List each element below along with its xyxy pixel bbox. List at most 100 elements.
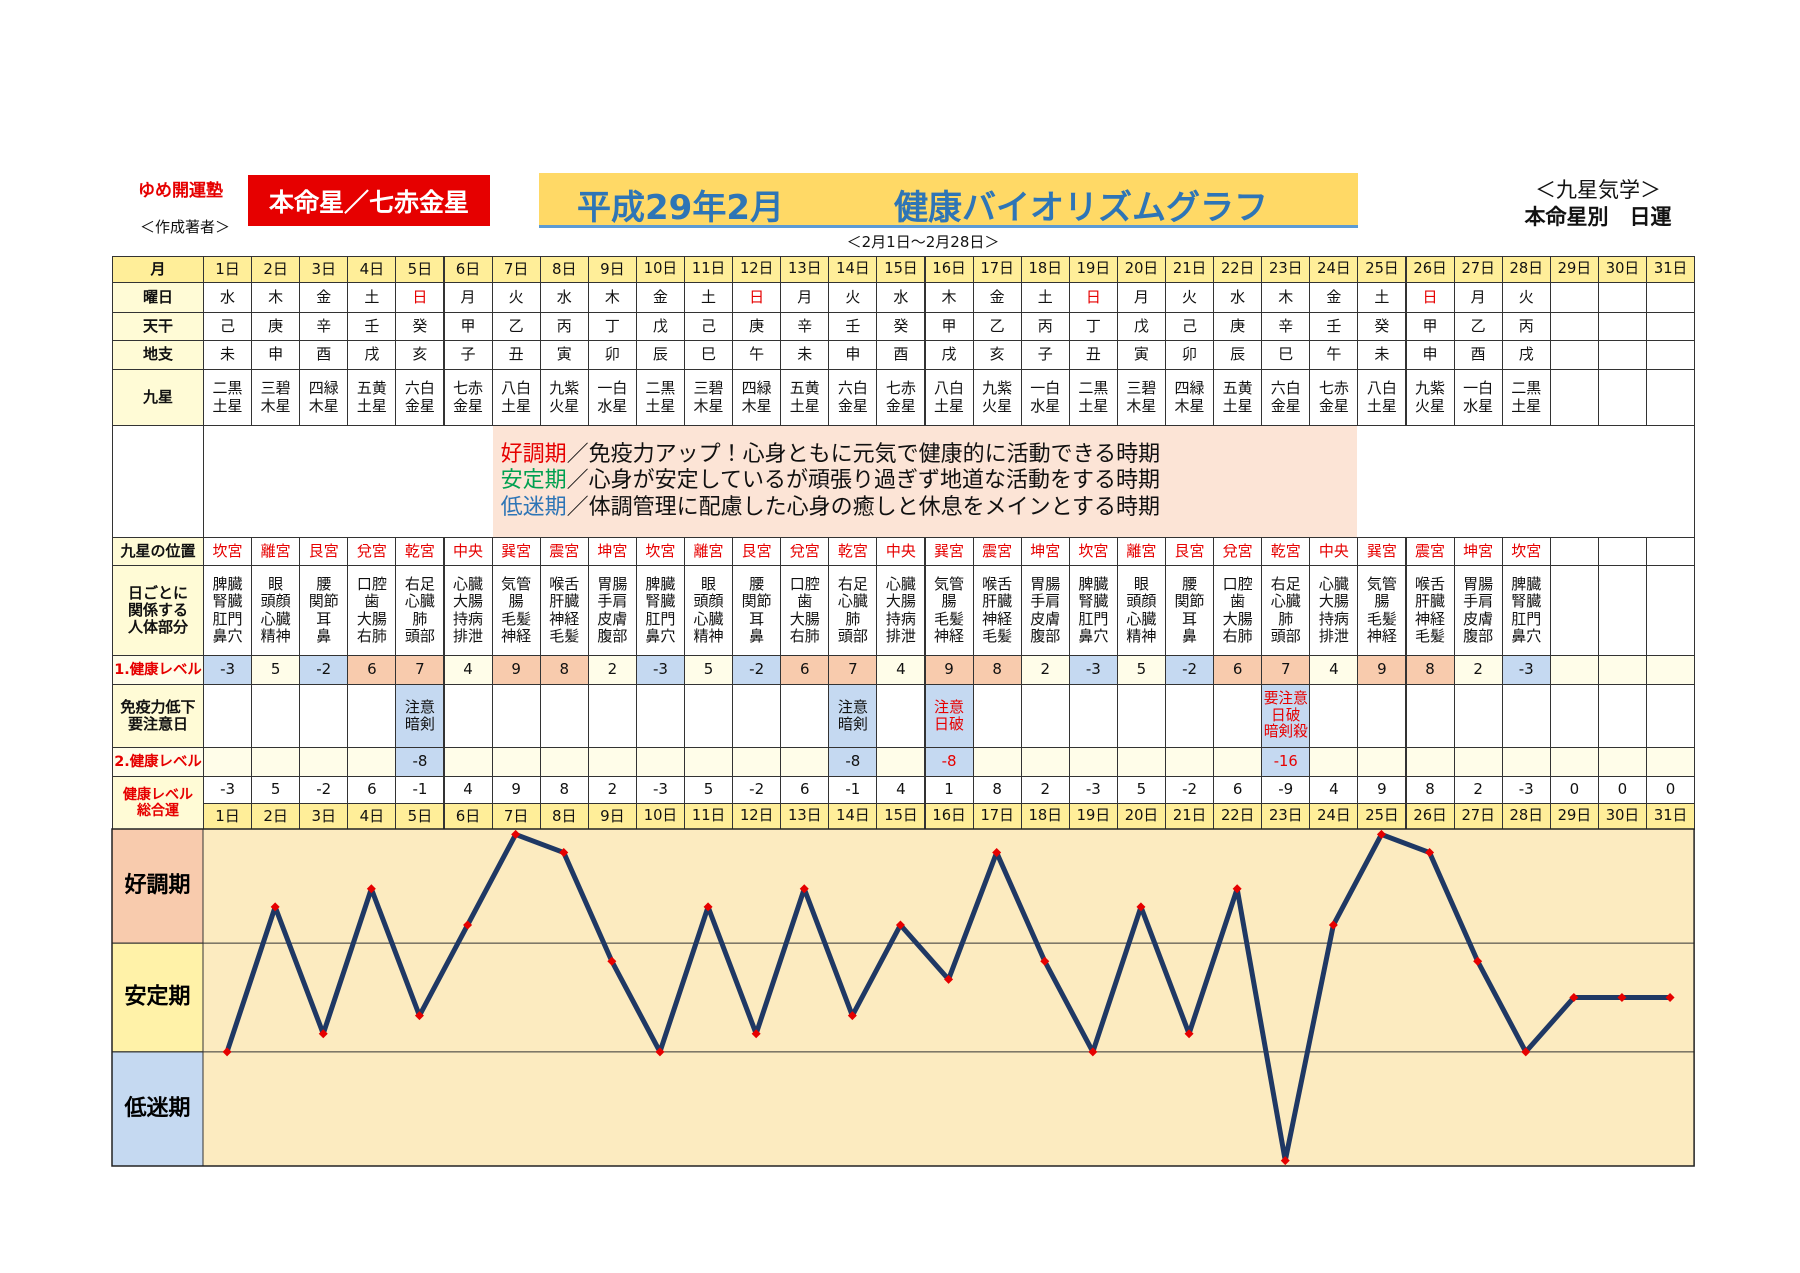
table-cell: 12日: [732, 803, 782, 830]
table-cell: 8日: [539, 803, 589, 830]
table-cell: 脾臓 腎臓 肛門 鼻穴: [1501, 565, 1551, 656]
table-cell: 7日: [491, 803, 541, 830]
title-band: [539, 173, 1358, 228]
table-cell: 14日: [828, 256, 878, 283]
table-cell: [1646, 312, 1696, 341]
table-cell: 口腔 歯 大腸 右肺: [347, 565, 397, 656]
table-cell: 庚: [1213, 312, 1263, 341]
table-cell: 6: [780, 776, 830, 804]
table-cell: 未: [1357, 340, 1407, 370]
table-cell: 3日: [299, 803, 349, 830]
table-cell: [1646, 369, 1696, 426]
table-cell: 金: [635, 282, 685, 313]
table-cell: 酉: [299, 340, 349, 370]
point-marker: [944, 974, 954, 984]
table-cell: 土: [1357, 282, 1407, 313]
table-cell: 喉舌 肝臓 神経 毛髪: [1405, 565, 1455, 656]
table-cell: -3: [1501, 776, 1551, 804]
table-cell: [1501, 684, 1551, 748]
message-line: 好調期／免疫力アップ！心身ともに元気で健康的に活動できる時期: [501, 442, 1358, 468]
table-cell: 1日: [203, 256, 253, 283]
table-cell: [1646, 340, 1696, 370]
table-cell: 気管 腸 毛髪 神経: [1357, 565, 1407, 656]
table-cell: 二黒 土星: [203, 369, 253, 426]
table-cell: 坎宮: [203, 537, 253, 566]
point-marker: [463, 920, 473, 930]
table-cell: 9: [1357, 655, 1407, 685]
table-cell: 4日: [347, 803, 397, 830]
table-cell: [876, 747, 926, 777]
message-text: ／免疫力アップ！心身ともに元気で健康的に活動できる時期: [566, 441, 1161, 467]
table-cell: 0: [1549, 776, 1599, 804]
band-label: 低迷期: [123, 1096, 190, 1121]
table-cell: 気管 腸 毛髪 神経: [491, 565, 541, 656]
message-box: 好調期／免疫力アップ！心身ともに元気で健康的に活動できる時期 安定期／心身が安定し…: [492, 426, 1358, 537]
chart-kind: 本命星別 日運: [1524, 205, 1672, 229]
table-cell: 戊: [635, 312, 685, 341]
table-cell: 木: [587, 282, 637, 313]
point-marker: [1328, 920, 1338, 930]
table-cell: 6: [1213, 776, 1263, 804]
table-cell: 七赤 金星: [443, 369, 493, 426]
band-label-cell: [111, 828, 204, 944]
table-cell: 乙: [1453, 312, 1503, 341]
table-cell: 喉舌 肝臓 神経 毛髪: [539, 565, 589, 656]
table-cell: 22日: [1213, 803, 1263, 830]
table-cell: 15日: [876, 256, 926, 283]
table-cell: 八白 土星: [491, 369, 541, 426]
table-cell: 腰 関節 耳 鼻: [732, 565, 782, 656]
table-cell: 7: [828, 655, 878, 685]
table-cell: 九紫 火星: [972, 369, 1022, 426]
row-label: 九星: [112, 369, 204, 426]
table-cell: 1: [924, 776, 974, 804]
point-marker: [1473, 956, 1483, 966]
table-cell: 金: [972, 282, 1022, 313]
point-marker: [1232, 884, 1242, 894]
point-marker: [1040, 956, 1050, 966]
table-cell: 八白 土星: [1357, 369, 1407, 426]
table-cell: 21日: [1165, 256, 1215, 283]
table-cell: 8: [1405, 776, 1455, 804]
table-cell: [1020, 684, 1070, 748]
table-cell: 胃腸 手肩 皮膚 腹部: [587, 565, 637, 656]
title-month: 平成29年2月: [577, 188, 784, 228]
main-star: 本命星／七赤金星: [248, 175, 490, 226]
table-cell: 二黒 土星: [1068, 369, 1118, 426]
table-cell: 31日: [1646, 256, 1696, 283]
table-cell: 11日: [684, 256, 734, 283]
point-marker: [751, 1029, 761, 1039]
table-cell: 艮宮: [299, 537, 349, 566]
table-cell: 注意 日破: [924, 684, 974, 748]
point-marker: [847, 1011, 857, 1021]
table-cell: 三碧 木星: [684, 369, 734, 426]
row-label: 免疫力低下 要注意日: [112, 684, 204, 748]
table-cell: 戌: [1501, 340, 1551, 370]
row-label: 地支: [112, 340, 204, 370]
table-cell: 乾宮: [828, 537, 878, 566]
table-cell: 五黄 土星: [1213, 369, 1263, 426]
table-cell: [1116, 684, 1166, 748]
table-cell: 己: [203, 312, 253, 341]
table-cell: 亥: [395, 340, 445, 370]
table-cell: 2日: [251, 256, 301, 283]
table-cell: 火: [1501, 282, 1551, 313]
point-marker: [511, 829, 521, 839]
table-cell: 金: [299, 282, 349, 313]
table-cell: 腰 関節 耳 鼻: [299, 565, 349, 656]
school: ＜九星気学＞: [1535, 178, 1661, 202]
point-marker: [1088, 1047, 1098, 1057]
band-label-cell: [111, 1051, 204, 1167]
table-cell: 午: [732, 340, 782, 370]
table-cell: [1020, 747, 1070, 777]
table-cell: 29日: [1549, 256, 1599, 283]
table-cell: 17日: [972, 256, 1022, 283]
table-cell: 兌宮: [347, 537, 397, 566]
point-marker: [703, 902, 713, 912]
table-cell: 丙: [1020, 312, 1070, 341]
period: ＜2月1日～2月28日＞: [846, 233, 1000, 251]
table-cell: 坎宮: [635, 537, 685, 566]
table-cell: 気管 腸 毛髪 神経: [924, 565, 974, 656]
table-cell: 7: [1261, 655, 1311, 685]
table-cell: 坤宮: [1453, 537, 1503, 566]
